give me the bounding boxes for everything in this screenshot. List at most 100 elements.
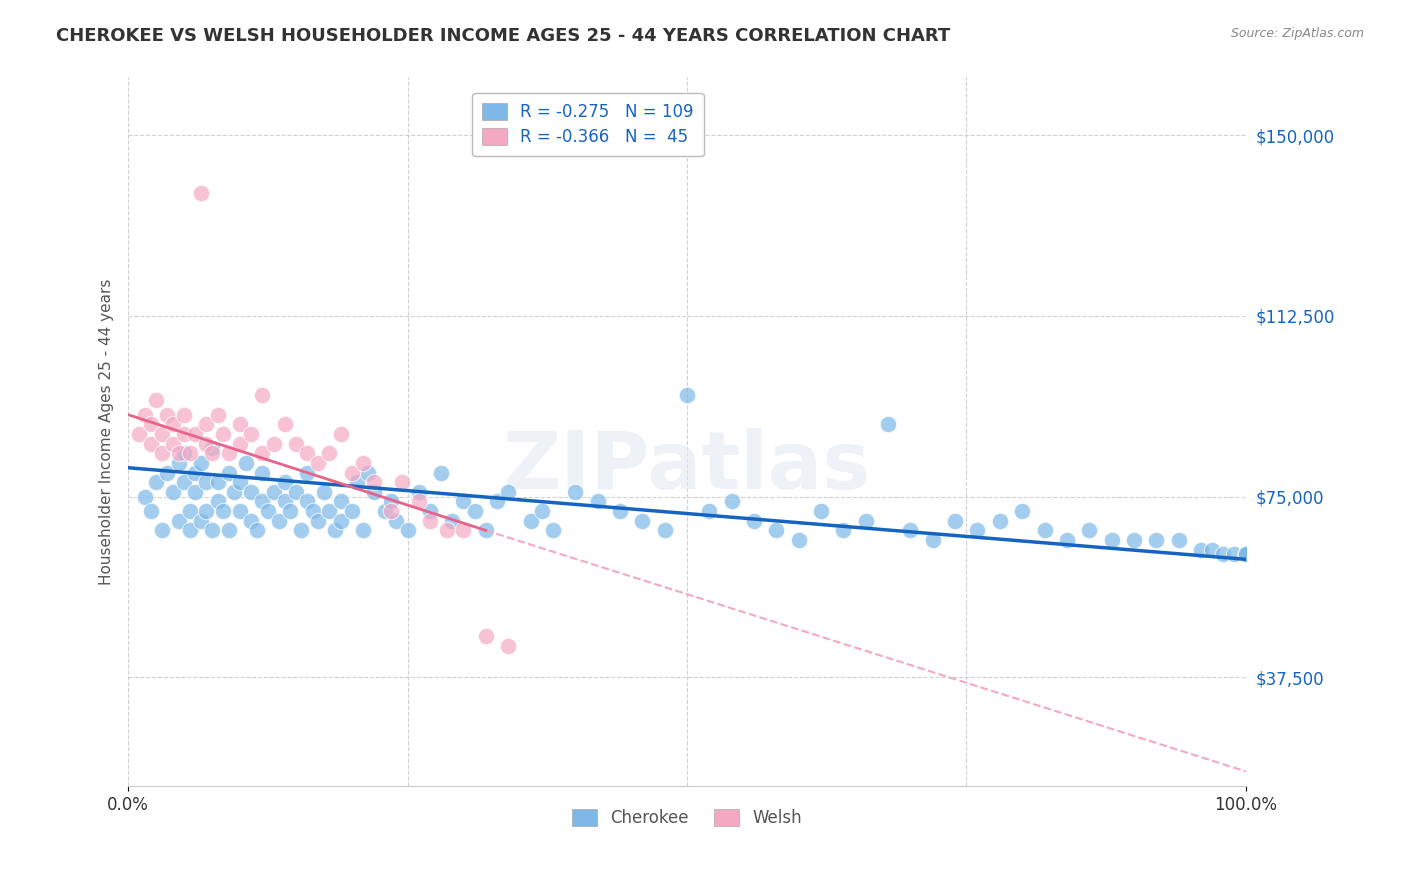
Point (1223, 548, 1246, 562)
Point (1234, 548, 1257, 562)
Point (301, 504, 323, 518)
Point (150, 446, 173, 460)
Point (235, 456, 257, 470)
Point (150, 427, 173, 442)
Point (307, 514, 329, 528)
Point (464, 504, 486, 518)
Point (1056, 533, 1078, 547)
Text: Source: ZipAtlas.com: Source: ZipAtlas.com (1230, 27, 1364, 40)
Point (810, 504, 832, 518)
Point (201, 446, 224, 460)
Point (179, 504, 201, 518)
Point (374, 504, 396, 518)
Point (173, 475, 195, 490)
Point (273, 494, 295, 508)
Point (676, 388, 699, 402)
Point (150, 524, 173, 538)
Point (167, 456, 190, 470)
Point (966, 524, 988, 538)
Point (436, 524, 458, 538)
Point (184, 484, 207, 499)
Point (419, 514, 441, 528)
Point (190, 186, 212, 200)
Point (1033, 524, 1056, 538)
Point (195, 475, 218, 490)
Point (742, 514, 765, 528)
Point (720, 494, 742, 508)
Point (385, 514, 408, 528)
Point (295, 466, 318, 480)
Point (224, 484, 246, 499)
Point (139, 436, 162, 450)
Point (430, 466, 453, 480)
Point (496, 639, 519, 653)
Point (475, 629, 498, 643)
Point (252, 388, 274, 402)
Point (201, 442, 224, 456)
Point (156, 408, 179, 422)
Point (212, 427, 235, 442)
Point (284, 484, 307, 499)
Point (307, 456, 329, 470)
Point (278, 504, 301, 518)
Point (184, 466, 207, 480)
Point (346, 475, 368, 490)
Point (391, 475, 413, 490)
Point (246, 524, 269, 538)
Point (162, 484, 184, 499)
Point (1144, 533, 1167, 547)
Point (1078, 524, 1101, 538)
Point (173, 408, 195, 422)
Point (273, 475, 295, 490)
Point (145, 475, 167, 490)
Point (943, 514, 966, 528)
Point (184, 427, 207, 442)
Point (832, 524, 855, 538)
Point (1122, 533, 1144, 547)
Point (207, 475, 229, 490)
Point (269, 514, 291, 528)
Point (318, 504, 340, 518)
Point (329, 514, 352, 528)
Point (134, 490, 156, 504)
Point (363, 475, 385, 490)
Point (195, 436, 218, 450)
Point (263, 436, 285, 450)
Point (252, 494, 274, 508)
Point (312, 484, 335, 499)
Point (190, 456, 212, 470)
Point (697, 504, 720, 518)
Point (352, 524, 374, 538)
Point (519, 514, 541, 528)
Point (988, 514, 1011, 528)
Point (295, 494, 318, 508)
Point (207, 494, 229, 508)
Point (419, 504, 441, 518)
Point (380, 494, 402, 508)
Point (195, 504, 218, 518)
Text: CHEROKEE VS WELSH HOUSEHOLDER INCOME AGES 25 - 44 YEARS CORRELATION CHART: CHEROKEE VS WELSH HOUSEHOLDER INCOME AGE… (56, 27, 950, 45)
Point (190, 514, 212, 528)
Point (787, 533, 810, 547)
Point (900, 524, 922, 538)
Point (586, 494, 609, 508)
Point (139, 417, 162, 432)
Point (167, 514, 190, 528)
Point (1189, 542, 1212, 557)
Point (485, 494, 508, 508)
Point (240, 514, 263, 528)
Point (179, 524, 201, 538)
Point (408, 484, 430, 499)
Point (530, 504, 553, 518)
Point (357, 466, 380, 480)
Point (273, 417, 295, 432)
Point (453, 524, 475, 538)
Point (162, 417, 184, 432)
Point (340, 504, 363, 518)
Point (240, 427, 263, 442)
Point (201, 524, 224, 538)
Point (1234, 548, 1257, 562)
Point (1011, 504, 1033, 518)
Point (139, 504, 162, 518)
Point (284, 436, 307, 450)
